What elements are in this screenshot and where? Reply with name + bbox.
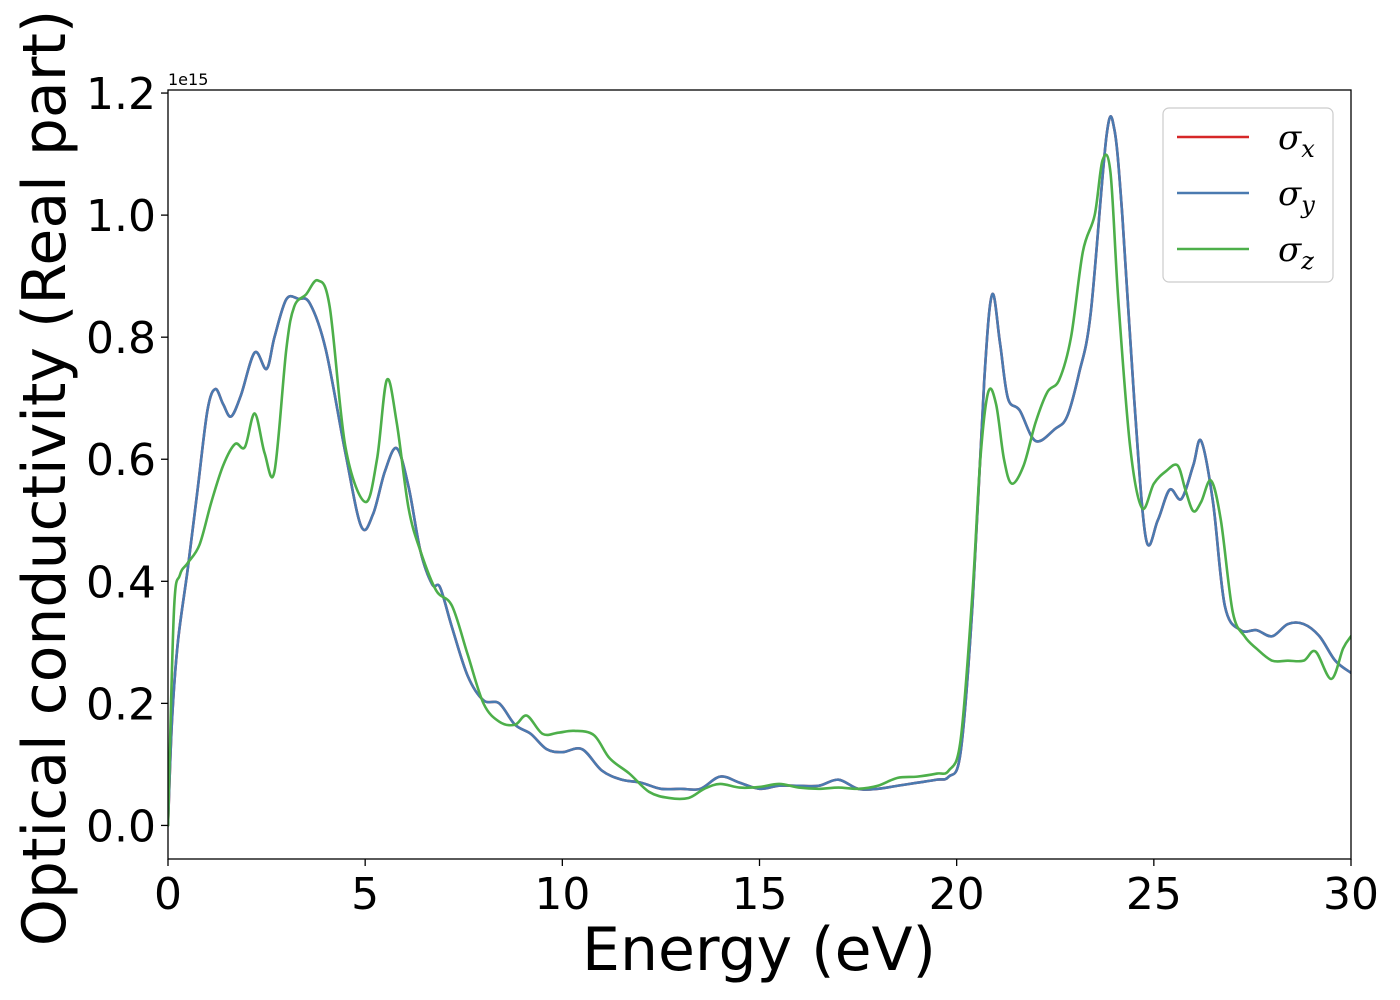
y-tick-label: 0.4 (86, 557, 156, 608)
series-line-z (168, 153, 1351, 827)
x-tick-label: 30 (1323, 869, 1379, 920)
x-tick-label: 0 (154, 869, 182, 920)
x-tick-label: 25 (1126, 869, 1182, 920)
x-axis-title: Energy (eV) (582, 915, 936, 985)
legend-box (1162, 107, 1334, 283)
y-tick-label: 0.8 (86, 313, 156, 364)
x-tick-label: 20 (929, 869, 985, 920)
x-tick-label: 15 (732, 869, 788, 920)
y-tick-label: 0.2 (86, 679, 156, 730)
y-tick-label: 0.6 (86, 435, 156, 486)
y-tick-label: 1.2 (86, 69, 156, 120)
y-axis-ticks: 0.0 0.2 0.4 0.6 0.8 1.0 1.2 (86, 69, 168, 852)
y-tick-label: 0.0 (86, 801, 156, 852)
y-offset-label: 1e15 (168, 70, 208, 89)
y-tick-label: 1.0 (86, 191, 156, 242)
plot-area (168, 115, 1351, 827)
x-tick-label: 5 (351, 869, 379, 920)
x-tick-label: 10 (534, 869, 590, 920)
y-axis-title: Optical conductivity (Real part) (10, 10, 80, 947)
x-axis-ticks: 0 5 10 15 20 25 30 (154, 859, 1379, 920)
